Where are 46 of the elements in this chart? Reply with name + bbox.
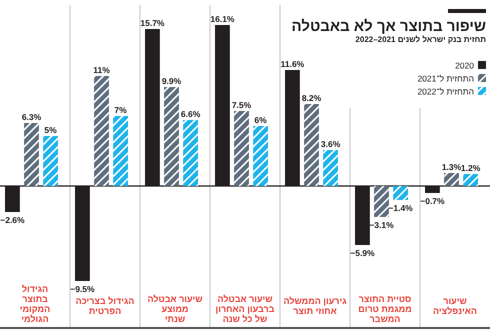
- data-label: 3.6%: [320, 139, 341, 149]
- data-label: −1.4%: [388, 203, 414, 213]
- bar: [253, 126, 268, 186]
- x-tick-label: שיעור אבטלה ברבעון האחרון של כל שנה: [216, 294, 275, 324]
- x-tick-label: הגידול בתוצר המקומי הגולמי: [20, 284, 50, 324]
- data-label: −2.6%: [0, 215, 26, 225]
- bar: [444, 173, 459, 186]
- bar: [304, 104, 319, 186]
- data-label: 8.2%: [302, 93, 322, 103]
- data-label: 11%: [93, 65, 110, 75]
- bar: [113, 116, 128, 186]
- data-label: 6.3%: [22, 112, 42, 122]
- x-tick-label: שיעור האינפלציה: [433, 296, 477, 316]
- x-tick-label: שיעור אבטלה ממוצע שנתי: [147, 294, 203, 324]
- bar: [24, 123, 39, 186]
- bar: [323, 150, 338, 186]
- data-label: −9.5%: [70, 284, 96, 294]
- data-label: 1.3%: [442, 162, 462, 172]
- text: תחזית בנק ישראל לשנים 2021–2022: [355, 35, 486, 44]
- x-tick-label: גירעון הממשלה אחוזי תוצר: [283, 296, 348, 316]
- x-tick-label: הגידול בצריכה הפרטית: [76, 296, 134, 316]
- legend-label: 2020: [455, 60, 474, 70]
- data-label: 7%: [114, 105, 128, 115]
- bar: [393, 186, 408, 200]
- bar: [374, 186, 389, 217]
- legend-label: התחזית ל־2022: [417, 86, 474, 96]
- data-label: 11.6%: [280, 59, 305, 69]
- chart-title: שיפור בתוצר אך לא באבטלה: [292, 18, 486, 35]
- data-label: 16.1%: [210, 14, 235, 24]
- x-tick-label: סטיית התוצר ממגמת טרום המשבר: [358, 294, 412, 324]
- data-label: 6.6%: [180, 109, 201, 119]
- bar: [164, 87, 179, 186]
- data-label: 6%: [254, 115, 268, 125]
- data-label: 5%: [44, 125, 58, 135]
- bar: [234, 111, 249, 186]
- data-label: 15.7%: [140, 18, 165, 28]
- bar: [183, 120, 198, 186]
- data-label: −0.7%: [420, 196, 446, 206]
- data-label: 9.9%: [162, 76, 182, 86]
- bar: [94, 76, 109, 186]
- legend-label: התחזית ל־2021: [417, 74, 474, 84]
- bar: [43, 136, 58, 186]
- data-label: 1.2%: [460, 163, 481, 173]
- data-label: −5.9%: [350, 248, 376, 258]
- data-label: 7.5%: [232, 100, 252, 110]
- bar: [463, 174, 478, 186]
